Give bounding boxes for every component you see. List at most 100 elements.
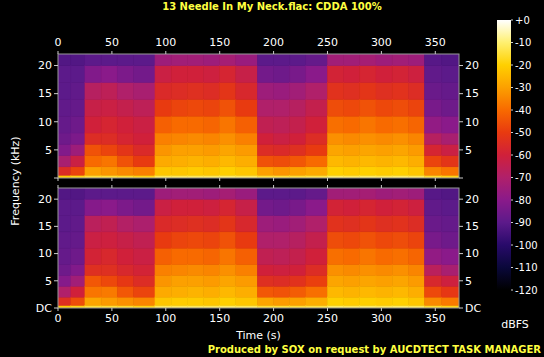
cell bbox=[171, 133, 187, 144]
cell bbox=[71, 82, 85, 99]
cell bbox=[117, 215, 133, 231]
cell bbox=[306, 232, 328, 248]
cell bbox=[187, 144, 203, 155]
cell bbox=[360, 297, 376, 305]
cell bbox=[187, 54, 203, 66]
cell bbox=[58, 99, 71, 116]
cell bbox=[71, 144, 85, 155]
cell bbox=[257, 188, 273, 199]
colorbar-tick bbox=[511, 267, 513, 268]
cell bbox=[220, 144, 236, 155]
colorbar-tick-label: -20 bbox=[515, 60, 531, 71]
cell bbox=[155, 264, 171, 275]
cell bbox=[408, 248, 424, 264]
cell bbox=[425, 167, 442, 175]
cell bbox=[306, 99, 328, 116]
footer: Produced by SOX on request by AUCDTECT T… bbox=[208, 344, 542, 355]
y-tick-label: DC bbox=[465, 302, 481, 315]
cell bbox=[236, 248, 258, 264]
cell bbox=[117, 66, 133, 83]
cell bbox=[58, 144, 71, 155]
cell bbox=[58, 275, 71, 286]
cell bbox=[442, 167, 459, 175]
cell bbox=[155, 156, 171, 167]
cell bbox=[220, 66, 236, 83]
cell bbox=[171, 215, 187, 231]
y-tick bbox=[459, 226, 463, 227]
cell bbox=[155, 144, 171, 155]
colorbar-tick-label: -70 bbox=[515, 172, 531, 183]
cell bbox=[327, 275, 343, 286]
cell bbox=[187, 248, 203, 264]
background bbox=[0, 0, 544, 357]
cell bbox=[220, 286, 236, 297]
cell bbox=[236, 188, 258, 199]
cell bbox=[290, 232, 306, 248]
cell bbox=[171, 54, 187, 66]
cell bbox=[442, 286, 459, 297]
cell bbox=[344, 286, 360, 297]
y-tick bbox=[54, 178, 58, 179]
cell bbox=[155, 133, 171, 144]
y-tick-label: DC bbox=[36, 302, 52, 315]
cell bbox=[306, 116, 328, 133]
cell bbox=[392, 54, 408, 66]
cell bbox=[204, 215, 220, 231]
cell bbox=[133, 82, 155, 99]
cell bbox=[187, 275, 203, 286]
cell bbox=[257, 99, 273, 116]
x-tick bbox=[111, 308, 112, 311]
cell bbox=[133, 167, 155, 175]
x-tick bbox=[435, 51, 436, 54]
cell bbox=[306, 133, 328, 144]
cell bbox=[274, 133, 290, 144]
cell bbox=[327, 133, 343, 144]
y-tick bbox=[459, 121, 463, 122]
cell bbox=[187, 116, 203, 133]
cell bbox=[236, 297, 258, 305]
cell bbox=[101, 116, 117, 133]
colorbar-tick bbox=[511, 200, 513, 201]
x-tick-label: 300 bbox=[371, 312, 392, 325]
cell bbox=[392, 275, 408, 286]
cell bbox=[392, 99, 408, 116]
cell bbox=[392, 264, 408, 275]
cell bbox=[155, 66, 171, 83]
x-tick-label: 150 bbox=[209, 36, 230, 49]
cell bbox=[425, 232, 442, 248]
cell bbox=[71, 199, 85, 215]
cell bbox=[257, 66, 273, 83]
cell bbox=[392, 248, 408, 264]
cell bbox=[117, 232, 133, 248]
cell bbox=[133, 232, 155, 248]
cell bbox=[327, 116, 343, 133]
cell bbox=[442, 116, 459, 133]
colorbar-tick-label: -60 bbox=[515, 150, 531, 161]
y-tick bbox=[54, 65, 58, 66]
cell bbox=[58, 66, 71, 83]
cell bbox=[58, 133, 71, 144]
cell bbox=[236, 156, 258, 167]
cell bbox=[274, 66, 290, 83]
colorbar-tick bbox=[511, 155, 513, 156]
cell bbox=[204, 286, 220, 297]
cell bbox=[344, 133, 360, 144]
cell bbox=[327, 188, 343, 199]
x-tick bbox=[327, 51, 328, 54]
x-tick bbox=[327, 308, 328, 311]
cell bbox=[327, 156, 343, 167]
x-tick bbox=[165, 185, 166, 188]
cell bbox=[117, 167, 133, 175]
cell bbox=[236, 116, 258, 133]
cell bbox=[360, 248, 376, 264]
cell bbox=[204, 264, 220, 275]
x-tick-label: 350 bbox=[425, 36, 446, 49]
x-tick-label: 200 bbox=[263, 36, 284, 49]
cell bbox=[425, 264, 442, 275]
cell bbox=[442, 82, 459, 99]
cell bbox=[171, 286, 187, 297]
cell bbox=[101, 66, 117, 83]
cell bbox=[442, 54, 459, 66]
cell bbox=[376, 286, 392, 297]
cell bbox=[442, 99, 459, 116]
